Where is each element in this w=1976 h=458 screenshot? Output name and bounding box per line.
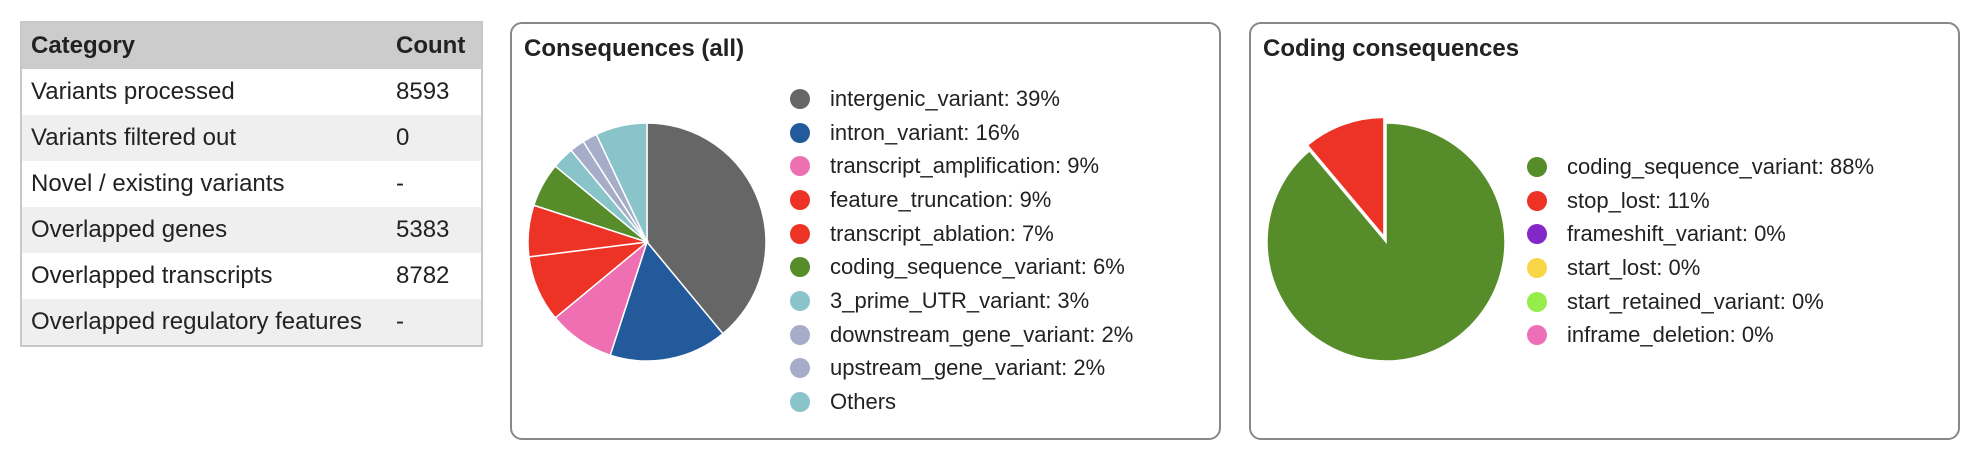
legend-label: coding_sequence_variant: 6% <box>830 254 1125 280</box>
coding-consequences-pie <box>1251 24 1511 442</box>
legend-swatch-icon <box>790 224 810 244</box>
legend-item: frameshift_variant: 0% <box>1527 217 1874 251</box>
legend-swatch-icon <box>1527 224 1547 244</box>
summary-table: Category Count Variants processed 8593 V… <box>20 21 483 347</box>
table-row: Overlapped transcripts 8782 <box>21 253 482 299</box>
legend-swatch-icon <box>790 291 810 311</box>
legend-item: coding_sequence_variant: 88% <box>1527 150 1874 184</box>
coding-consequences-legend: coding_sequence_variant: 88% stop_lost: 1… <box>1527 150 1874 352</box>
summary-header-row: Category Count <box>21 22 482 69</box>
row-count: 0 <box>387 115 482 161</box>
header-count: Count <box>387 22 482 69</box>
row-count: 5383 <box>387 207 482 253</box>
legend-label: frameshift_variant: 0% <box>1567 221 1786 247</box>
table-row: Overlapped regulatory features - <box>21 299 482 346</box>
legend-item: downstream_gene_variant: 2% <box>790 318 1133 352</box>
row-category: Overlapped genes <box>21 207 387 253</box>
coding-consequences-panel: Coding consequences coding_sequence_vari… <box>1249 22 1960 440</box>
legend-swatch-icon <box>1527 292 1547 312</box>
legend-item: transcript_amplification: 9% <box>790 149 1133 183</box>
legend-item: 3_prime_UTR_variant: 3% <box>790 284 1133 318</box>
row-category: Novel / existing variants <box>21 161 387 207</box>
row-count: 8593 <box>387 69 482 115</box>
table-row: Variants filtered out 0 <box>21 115 482 161</box>
legend-item: feature_truncation: 9% <box>790 183 1133 217</box>
legend-label: coding_sequence_variant: 88% <box>1567 154 1874 180</box>
legend-item: coding_sequence_variant: 6% <box>790 250 1133 284</box>
legend-label: intergenic_variant: 39% <box>830 86 1060 112</box>
row-category: Overlapped transcripts <box>21 253 387 299</box>
table-row: Variants processed 8593 <box>21 69 482 115</box>
legend-item: start_retained_variant: 0% <box>1527 285 1874 319</box>
legend-label: 3_prime_UTR_variant: 3% <box>830 288 1089 314</box>
table-row: Overlapped genes 5383 <box>21 207 482 253</box>
consequences-all-pie <box>512 24 772 442</box>
legend-label: start_lost: 0% <box>1567 255 1700 281</box>
legend-label: feature_truncation: 9% <box>830 187 1051 213</box>
table-row: Novel / existing variants - <box>21 161 482 207</box>
header-category: Category <box>21 22 387 69</box>
legend-label: stop_lost: 11% <box>1567 188 1710 214</box>
legend-swatch-icon <box>790 156 810 176</box>
row-count: - <box>387 161 482 207</box>
legend-item: inframe_deletion: 0% <box>1527 318 1874 352</box>
legend-swatch-icon <box>790 89 810 109</box>
row-count: - <box>387 299 482 346</box>
pie-slice <box>1267 123 1505 361</box>
consequences-all-panel: Consequences (all) intergenic_variant: 3… <box>510 22 1221 440</box>
legend-label: intron_variant: 16% <box>830 120 1020 146</box>
legend-item: intergenic_variant: 39% <box>790 82 1133 116</box>
row-category: Overlapped regulatory features <box>21 299 387 346</box>
legend-item: start_lost: 0% <box>1527 251 1874 285</box>
legend-item: upstream_gene_variant: 2% <box>790 352 1133 386</box>
legend-swatch-icon <box>790 325 810 345</box>
row-count: 8782 <box>387 253 482 299</box>
legend-swatch-icon <box>790 392 810 412</box>
legend-swatch-icon <box>1527 258 1547 278</box>
legend-swatch-icon <box>790 257 810 277</box>
legend-swatch-icon <box>1527 191 1547 211</box>
legend-swatch-icon <box>790 190 810 210</box>
legend-label: start_retained_variant: 0% <box>1567 289 1824 315</box>
legend-label: upstream_gene_variant: 2% <box>830 355 1105 381</box>
legend-label: inframe_deletion: 0% <box>1567 322 1774 348</box>
legend-swatch-icon <box>1527 325 1547 345</box>
legend-swatch-icon <box>790 358 810 378</box>
legend-label: transcript_amplification: 9% <box>830 153 1099 179</box>
legend-label: downstream_gene_variant: 2% <box>830 322 1133 348</box>
legend-label: transcript_ablation: 7% <box>830 221 1054 247</box>
legend-swatch-icon <box>1527 157 1547 177</box>
legend-item: stop_lost: 11% <box>1527 184 1874 218</box>
legend-item: transcript_ablation: 7% <box>790 217 1133 251</box>
legend-swatch-icon <box>790 123 810 143</box>
row-category: Variants processed <box>21 69 387 115</box>
legend-item: intron_variant: 16% <box>790 116 1133 150</box>
legend-item: Others <box>790 385 1133 419</box>
consequences-all-legend: intergenic_variant: 39% intron_variant: 1… <box>790 82 1133 419</box>
legend-label: Others <box>830 389 896 415</box>
row-category: Variants filtered out <box>21 115 387 161</box>
